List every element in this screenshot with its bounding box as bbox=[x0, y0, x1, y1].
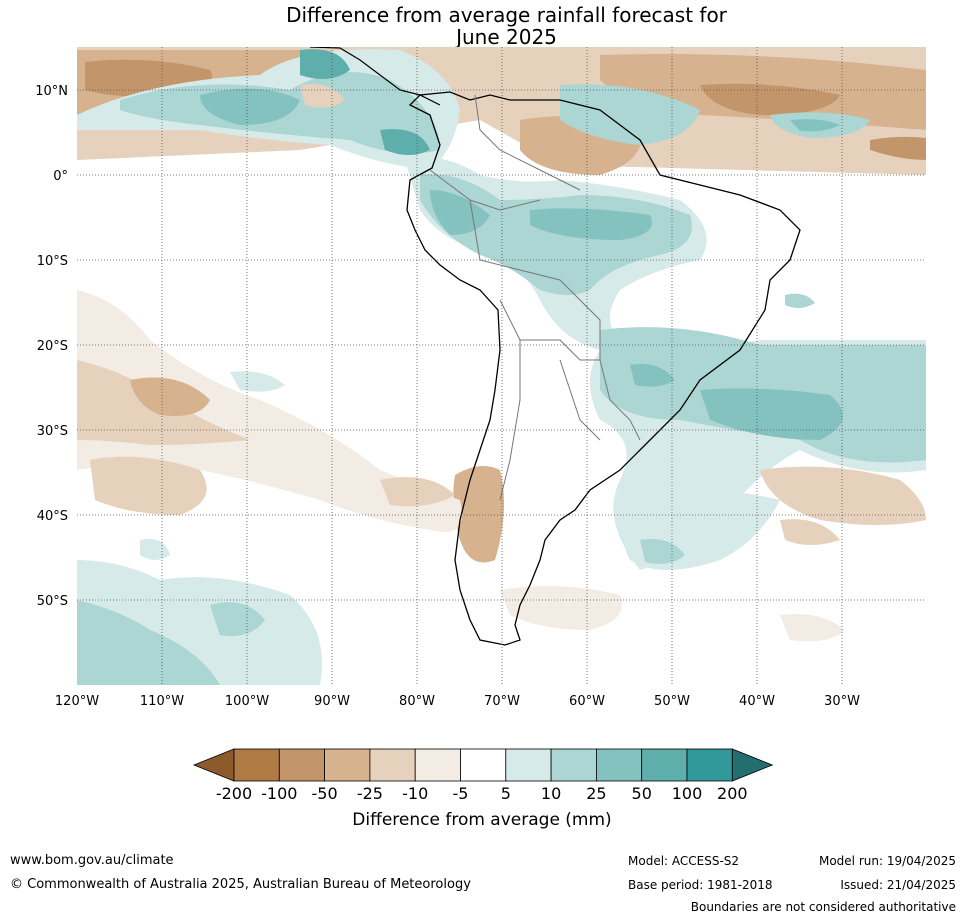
lon-label-100w: 100°W bbox=[225, 694, 269, 709]
lon-label-90w: 90°W bbox=[314, 694, 350, 709]
lon-label-80w: 80°W bbox=[399, 694, 435, 709]
legend-tick-label: 200 bbox=[717, 784, 748, 803]
title-line-1: Difference from average rainfall forecas… bbox=[286, 3, 727, 27]
lat-label-30s: 30°S bbox=[37, 424, 68, 439]
legend-swatch bbox=[641, 748, 688, 782]
legend-swatch bbox=[233, 748, 280, 782]
lon-label-70w: 70°W bbox=[484, 694, 520, 709]
legend-swatch bbox=[686, 748, 733, 782]
model-text: Model: ACCESS-S2 bbox=[628, 854, 740, 868]
issued-text: Issued: 21/04/2025 bbox=[840, 878, 956, 892]
lon-label-110w: 110°W bbox=[140, 694, 184, 709]
legend-title: Difference from average (mm) bbox=[352, 810, 611, 830]
lat-label-10s: 10°S bbox=[37, 254, 68, 269]
legend-tick-label: -50 bbox=[312, 784, 338, 803]
legend-tick-label: -200 bbox=[216, 784, 252, 803]
lat-label-50s: 50°S bbox=[37, 594, 68, 609]
legend-swatch bbox=[414, 748, 461, 782]
lon-label-60w: 60°W bbox=[569, 694, 605, 709]
longitude-labels: 120°W 110°W 100°W 90°W 80°W 70°W 60°W 50… bbox=[55, 694, 860, 709]
legend-tick-label: 5 bbox=[501, 784, 511, 803]
legend-swatch bbox=[324, 748, 371, 782]
legend-cap-high bbox=[731, 748, 774, 782]
title-line-2: June 2025 bbox=[456, 25, 557, 49]
copyright-text: © Commonwealth of Australia 2025, Austra… bbox=[10, 877, 471, 892]
legend-tick-label: 50 bbox=[632, 784, 652, 803]
graticule bbox=[77, 47, 926, 685]
legend-tick-label: -10 bbox=[402, 784, 428, 803]
legend-swatch bbox=[596, 748, 643, 782]
legend-tick-label: -25 bbox=[357, 784, 383, 803]
legend-tick-label: 25 bbox=[586, 784, 606, 803]
rainfall-contours bbox=[77, 47, 926, 685]
lat-label-0: 0° bbox=[53, 169, 68, 184]
lon-label-40w: 40°W bbox=[739, 694, 775, 709]
lat-label-20s: 20°S bbox=[37, 339, 68, 354]
lat-label-10n: 10°N bbox=[35, 84, 68, 99]
lon-label-30w: 30°W bbox=[824, 694, 860, 709]
chart-title: Difference from average rainfall forecas… bbox=[0, 4, 965, 48]
legend-swatch bbox=[460, 748, 507, 782]
legend-swatch bbox=[278, 748, 325, 782]
model-run-text: Model run: 19/04/2025 bbox=[818, 854, 956, 868]
lon-label-50w: 50°W bbox=[654, 694, 690, 709]
country-borders bbox=[429, 94, 641, 501]
lon-label-120w: 120°W bbox=[55, 694, 99, 709]
lat-label-40s: 40°S bbox=[37, 509, 68, 524]
legend-tick-label: 10 bbox=[541, 784, 561, 803]
legend-swatch bbox=[505, 748, 552, 782]
website-text: www.bom.gov.au/climate bbox=[10, 853, 174, 868]
latitude-labels: 10°N 0° 10°S 20°S 30°S 40°S 50°S bbox=[35, 84, 68, 609]
base-period-text: Base period: 1981-2018 bbox=[628, 878, 773, 892]
legend-swatch bbox=[550, 748, 597, 782]
legend-tick-label: -100 bbox=[261, 784, 297, 803]
legend-cap-low bbox=[192, 748, 235, 782]
legend-tick-label: 100 bbox=[672, 784, 703, 803]
legend-swatch bbox=[369, 748, 416, 782]
legend: -200 -100 -50 -25 -10 -5 5 10 25 50 100 200 bbox=[192, 748, 774, 803]
legend-tick-label: -5 bbox=[453, 784, 469, 803]
disclaimer-text: Boundaries are not considered authoritat… bbox=[690, 900, 956, 914]
